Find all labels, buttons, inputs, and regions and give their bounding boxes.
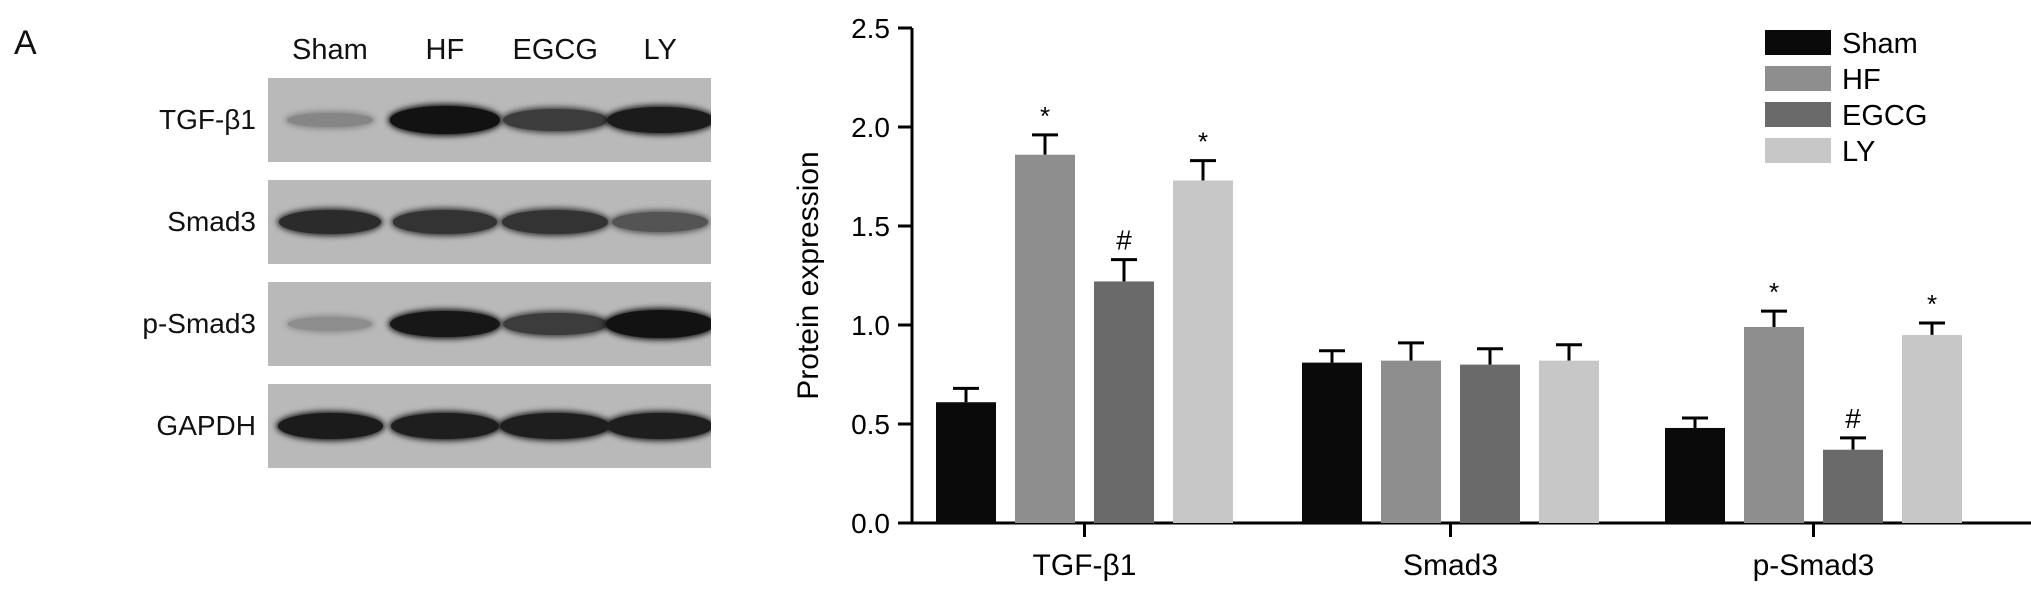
legend-swatch: [1765, 66, 1831, 91]
significance-mark: #: [1116, 225, 1132, 256]
blot-band: [611, 212, 709, 232]
x-tick-label: TGF-β1: [1033, 549, 1137, 582]
significance-mark: *: [1927, 289, 1937, 319]
blot-band: [392, 210, 498, 234]
bar: [1823, 449, 1883, 523]
lane-label-sham: Sham: [292, 34, 368, 66]
legend-label: HF: [1842, 64, 1881, 96]
blot-band: [502, 108, 608, 132]
bar: [936, 402, 996, 523]
blot-strip: [268, 282, 711, 366]
y-tick-label: 0.0: [851, 508, 890, 539]
legend-label: Sham: [1842, 28, 1918, 60]
significance-mark: *: [1769, 277, 1779, 307]
blot-band: [606, 106, 711, 134]
blot-strip: [268, 384, 711, 468]
blot-band: [287, 112, 373, 128]
blot-row-label: p-Smad3: [142, 308, 256, 339]
bar: [1381, 360, 1441, 523]
legend-swatch: [1765, 102, 1831, 127]
y-tick-label: 1.0: [851, 310, 890, 341]
blot-band: [389, 106, 501, 134]
blot-band: [277, 412, 383, 440]
bar: [1744, 326, 1804, 523]
blot-row-label: Smad3: [167, 206, 256, 237]
legend-swatch: [1765, 138, 1831, 163]
lane-label-ly: LY: [643, 34, 677, 66]
y-tick-label: 1.5: [851, 211, 890, 242]
bar: [1665, 427, 1725, 523]
blot-band: [606, 413, 711, 439]
y-tick-label: 2.0: [851, 112, 890, 143]
significance-mark: *: [1040, 101, 1050, 131]
significance-mark: #: [1845, 403, 1861, 434]
bar: [1094, 281, 1154, 523]
panel-label: A: [14, 24, 37, 62]
blot-band: [502, 312, 608, 336]
blot-band: [288, 317, 372, 331]
lane-label-egcg: EGCG: [512, 34, 598, 66]
legend-label: LY: [1842, 136, 1875, 168]
y-axis-label: Protein expression: [792, 151, 825, 399]
blot-row-label: GAPDH: [156, 410, 256, 441]
blot-band: [605, 310, 711, 338]
blot-row-label: TGF-β1: [159, 104, 256, 135]
y-tick-label: 0.5: [851, 409, 890, 440]
significance-mark: *: [1198, 127, 1208, 157]
bar: [1302, 362, 1362, 523]
bar: [1015, 154, 1075, 523]
lane-label-hf: HF: [425, 34, 465, 66]
blot-strip: [268, 180, 711, 264]
blot-band: [499, 413, 611, 439]
x-tick-label: p-Smad3: [1753, 549, 1875, 582]
blot-band: [390, 310, 500, 338]
y-tick-label: 2.5: [851, 13, 890, 44]
bar: [1539, 360, 1599, 523]
blot-band: [390, 413, 500, 439]
legend-swatch: [1765, 30, 1831, 55]
blot-band: [501, 210, 609, 234]
bar: [1460, 364, 1520, 523]
legend-label: EGCG: [1842, 100, 1927, 132]
x-tick-label: Smad3: [1403, 549, 1498, 582]
bar: [1173, 180, 1233, 523]
bar: [1902, 334, 1962, 523]
blot-band: [279, 209, 381, 235]
blot-strip: [268, 78, 711, 162]
